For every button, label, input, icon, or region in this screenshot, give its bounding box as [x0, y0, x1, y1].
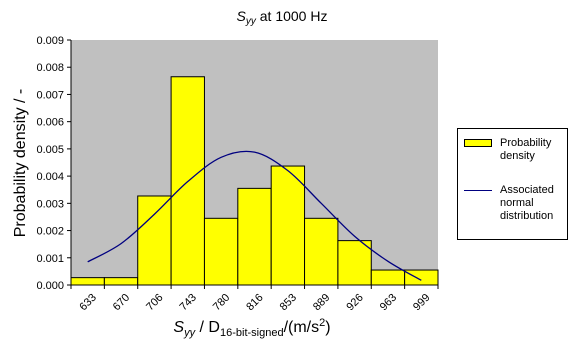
- x-tick-label-670: 670: [111, 292, 132, 313]
- legend-swatch-line: [464, 190, 492, 191]
- legend-label-line: Associated normal distribution: [500, 184, 554, 222]
- bar-633: [70, 277, 105, 286]
- bar-926: [337, 240, 372, 286]
- x-tick-label-963: 963: [378, 292, 399, 313]
- bars: [70, 76, 439, 286]
- xlabel-unit: /(m/s: [284, 319, 320, 336]
- y-tick-label: 0.009: [36, 35, 64, 47]
- legend: Probability density Associated normal di…: [457, 128, 568, 240]
- xlabel-mid: / D: [195, 319, 220, 336]
- y-tick-label: 0.004: [36, 171, 64, 183]
- y-tick-label: 0.006: [36, 117, 64, 129]
- x-tick-label-633: 633: [77, 292, 98, 313]
- x-tick-label-780: 780: [211, 292, 232, 313]
- bar-816: [237, 187, 272, 286]
- normal-distribution-curve: [87, 150, 422, 281]
- y-tick-label: 0.002: [36, 226, 64, 238]
- bar-780: [203, 217, 239, 286]
- xlabel-unit-sup: 2: [319, 317, 325, 329]
- x-tick-label-706: 706: [144, 292, 165, 313]
- bar-706: [137, 195, 172, 286]
- legend-swatch-bar: [464, 139, 492, 147]
- title-rest: at 1000 Hz: [256, 8, 328, 24]
- bar-853: [270, 165, 306, 286]
- xlabel-d-sub: 16-bit-signed: [220, 327, 284, 339]
- y-tick-label: 0.007: [36, 89, 64, 101]
- y-axis-label: Probability density / -: [12, 89, 29, 238]
- x-axis-label: Syy / D16-bit-signed/(m/s2): [173, 317, 330, 339]
- xlabel-s: S: [173, 319, 184, 336]
- y-tick-label: 0.001: [36, 253, 64, 265]
- x-tick-label-816: 816: [244, 292, 265, 313]
- y-tick-label: 0.000: [36, 280, 64, 292]
- y-tick-label: 0.008: [36, 62, 64, 74]
- x-tick-label-926: 926: [344, 292, 365, 313]
- y-ticks: 0.000 0.001 0.002 0.003 0.004 0.005 0.006 0.007…: [36, 35, 71, 292]
- bar-963: [370, 269, 406, 286]
- xlabel-close: ): [325, 319, 330, 336]
- x-tick-label-853: 853: [278, 292, 299, 313]
- chart-title: Syy at 1000 Hz: [237, 8, 328, 27]
- x-tick-label-889: 889: [311, 292, 332, 313]
- bar-999: [404, 269, 439, 286]
- x-tick-label-999: 999: [411, 292, 432, 313]
- y-tick-label: 0.005: [36, 144, 64, 156]
- legend-label-bar: Probability density: [500, 137, 552, 162]
- title-sub: yy: [245, 16, 257, 27]
- y-tick-label: 0.003: [36, 198, 64, 210]
- x-tick-label-743: 743: [178, 292, 199, 313]
- bar-889: [304, 217, 339, 286]
- x-ticks: 633 670 706 743 780 816 853 889 926 963 999: [70, 285, 439, 313]
- xlabel-s-sub: yy: [183, 327, 197, 339]
- bar-670: [103, 277, 139, 286]
- title-main: S: [237, 8, 247, 24]
